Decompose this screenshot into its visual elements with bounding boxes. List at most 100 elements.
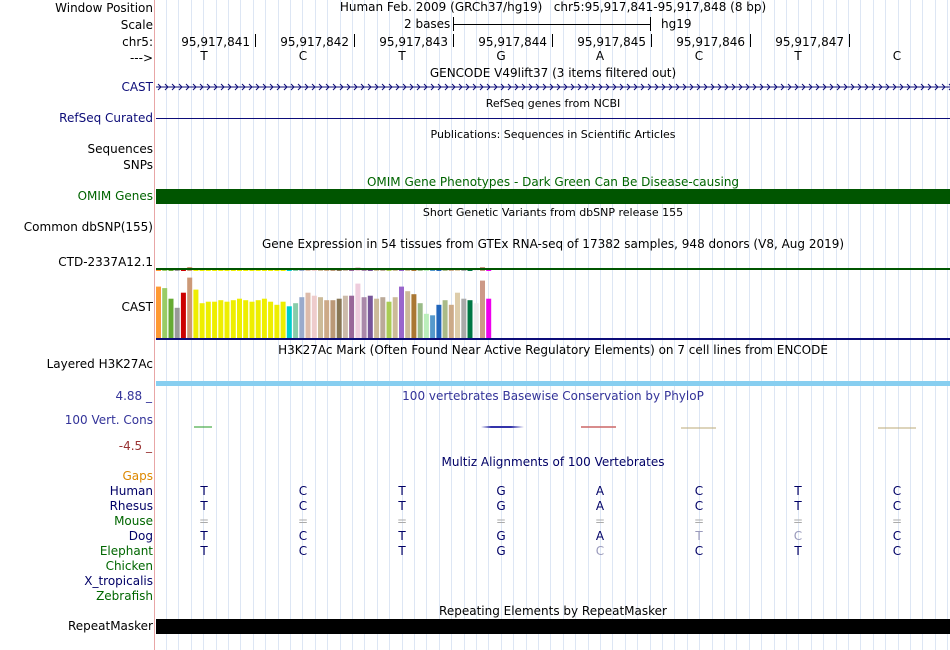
gtex-tissue-bar-small[interactable] (224, 269, 230, 271)
gtex-tissue-bar[interactable] (261, 298, 267, 338)
gtex-tissue-bar-small[interactable] (280, 269, 286, 271)
gtex-gene1-label[interactable]: CTD-2337A12.1 (58, 255, 153, 269)
gtex-tissue-bar-small[interactable] (386, 269, 392, 271)
gtex-tissue-bar[interactable] (455, 292, 460, 338)
gtex-tissue-bar[interactable] (355, 283, 361, 338)
gtex-tissue-bar[interactable] (392, 297, 398, 338)
gtex-tissue-bar[interactable] (374, 298, 380, 338)
gtex-tissue-bar-small[interactable] (205, 269, 211, 271)
snps-label[interactable]: SNPs (123, 158, 153, 172)
multiz-track-title[interactable]: Multiz Alignments of 100 Vertebrates (441, 455, 665, 469)
refseq-gene-line[interactable] (156, 118, 950, 119)
gtex-tissue-bar-small[interactable] (212, 269, 218, 271)
gtex-tissue-bar[interactable] (187, 277, 193, 338)
h3k27ac-label[interactable]: Layered H3K27Ac (46, 357, 153, 371)
gtex-gene1-line[interactable] (156, 268, 950, 270)
gtex-tissue-bar[interactable] (436, 304, 442, 338)
dbsnp-label[interactable]: Common dbSNP(155) (23, 220, 153, 234)
h3k27ac-signal[interactable] (156, 381, 950, 386)
species-label[interactable]: Human (109, 484, 153, 498)
gtex-tissue-bar-small[interactable] (293, 269, 299, 271)
refseq-item-label[interactable]: RefSeq Curated (59, 111, 153, 125)
h3k27ac-track-title[interactable]: H3K27Ac Mark (Often Found Near Active Re… (278, 343, 828, 357)
gtex-tissue-bar[interactable] (280, 301, 286, 338)
gtex-tissue-bar[interactable] (417, 303, 423, 338)
publications-track-title[interactable]: Publications: Sequences in Scientific Ar… (430, 128, 676, 141)
gtex-tissue-bar[interactable] (299, 297, 305, 338)
gtex-tissue-bar[interactable] (442, 300, 448, 338)
gtex-tissue-bar-small[interactable] (448, 269, 454, 271)
phylop-track-title[interactable]: 100 vertebrates Basewise Conservation by… (402, 389, 704, 403)
gtex-tissue-bar[interactable] (224, 301, 230, 338)
gtex-tissue-bar-small[interactable] (417, 269, 423, 271)
gtex-tissue-bar-small[interactable] (430, 269, 436, 271)
gtex-tissue-bar[interactable] (411, 294, 417, 338)
gtex-tissue-bar-small[interactable] (436, 269, 442, 271)
gtex-tissue-bar[interactable] (380, 297, 386, 338)
gtex-tissue-bar[interactable] (286, 306, 292, 338)
gtex-tissue-bar[interactable] (423, 313, 429, 338)
gtex-tissue-bar[interactable] (268, 301, 274, 338)
gtex-gene2-line[interactable] (156, 338, 950, 340)
sequences-label[interactable]: Sequences (87, 142, 153, 156)
phylop-label[interactable]: 100 Vert. Cons (64, 413, 153, 427)
gencode-track-title[interactable]: GENCODE V49lift37 (3 items filtered out) (429, 66, 677, 80)
gtex-tissue-bar[interactable] (473, 303, 479, 338)
gtex-tissue-bar[interactable] (349, 295, 355, 338)
gtex-tissue-bar-small[interactable] (286, 269, 292, 271)
gtex-tissue-bar-small[interactable] (174, 269, 180, 271)
gtex-tissue-bar[interactable] (162, 288, 168, 338)
gtex-tissue-bar[interactable] (330, 300, 336, 338)
gtex-tissue-bar[interactable] (255, 300, 261, 338)
species-label[interactable]: Dog (128, 529, 153, 543)
gtex-tissue-bar-small[interactable] (423, 269, 429, 271)
species-label[interactable]: Rhesus (109, 499, 153, 513)
gtex-tissue-bar[interactable] (361, 297, 367, 338)
gaps-label[interactable]: Gaps (122, 469, 153, 483)
gtex-expression-chart[interactable] (156, 270, 950, 338)
repeatmasker-track-title[interactable]: Repeating Elements by RepeatMasker (439, 604, 667, 618)
gtex-tissue-bar[interactable] (342, 295, 348, 338)
gtex-tissue-bar[interactable] (318, 297, 323, 338)
gtex-tissue-bar[interactable] (168, 298, 174, 338)
gtex-tissue-bar-small[interactable] (249, 269, 255, 271)
repeatmasker-label[interactable]: RepeatMasker (67, 619, 153, 633)
omim-track-title[interactable]: OMIM Gene Phenotypes - Dark Green Can Be… (366, 175, 740, 189)
gtex-gene2-label[interactable]: CAST (121, 300, 153, 314)
gtex-tissue-bar[interactable] (324, 300, 330, 338)
gtex-tissue-bar[interactable] (249, 301, 255, 338)
gtex-tissue-bar[interactable] (230, 300, 236, 338)
gtex-tissue-bar[interactable] (212, 301, 218, 338)
gtex-tissue-bar[interactable] (405, 291, 411, 338)
gtex-tissue-bar[interactable] (243, 300, 249, 338)
species-label[interactable]: X_tropicalis (84, 574, 153, 588)
gtex-tissue-bar-small[interactable] (274, 269, 280, 271)
gtex-tissue-bar[interactable] (467, 300, 473, 338)
species-label[interactable]: Elephant (99, 544, 153, 558)
gtex-track-title[interactable]: Gene Expression in 54 tissues from GTEx … (261, 237, 845, 251)
gtex-tissue-bar[interactable] (336, 298, 342, 338)
gtex-tissue-bar-small[interactable] (268, 269, 274, 271)
gtex-tissue-bar[interactable] (174, 307, 180, 338)
gtex-tissue-bar[interactable] (193, 289, 199, 338)
gtex-tissue-bar-small[interactable] (199, 269, 205, 271)
gtex-tissue-bar[interactable] (180, 292, 186, 338)
gtex-tissue-bar[interactable] (218, 300, 224, 338)
omim-label[interactable]: OMIM Genes (77, 189, 153, 203)
gtex-tissue-bar[interactable] (367, 295, 373, 338)
gtex-tissue-bar-small[interactable] (473, 269, 479, 271)
gtex-tissue-bar[interactable] (486, 298, 492, 338)
gtex-tissue-bar[interactable] (274, 304, 280, 338)
species-label[interactable]: Mouse (114, 514, 153, 528)
gencode-item-label[interactable]: CAST (121, 80, 153, 94)
gtex-tissue-bar[interactable] (293, 303, 299, 338)
omim-feature-bar[interactable] (156, 189, 950, 204)
gtex-tissue-bar[interactable] (386, 301, 392, 338)
window-position-text[interactable]: Human Feb. 2009 (GRCh37/hg19) chr5:95,91… (339, 0, 767, 14)
gtex-tissue-bar[interactable] (199, 303, 205, 338)
gtex-tissue-bar[interactable] (448, 304, 454, 338)
gencode-gene-line[interactable] (156, 81, 950, 93)
gtex-tissue-bar[interactable] (430, 315, 436, 338)
gtex-tissue-bar[interactable] (237, 298, 242, 338)
refseq-track-title[interactable]: RefSeq genes from NCBI (485, 97, 621, 110)
